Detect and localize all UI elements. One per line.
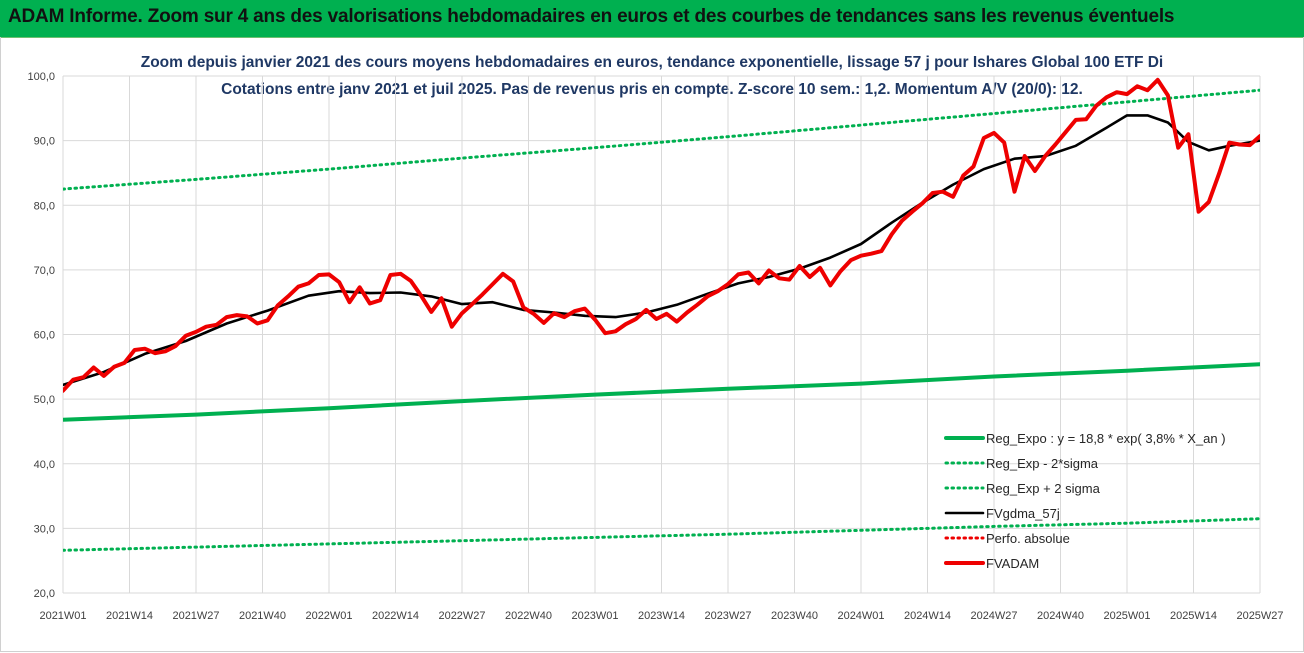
- x-axis-ticks: 2021W01 2021W14 2021W27 2021W40 2022W01 2022W…: [39, 610, 1283, 622]
- legend-label: Reg_Exp + 2 sigma: [986, 481, 1101, 496]
- report-banner: ADAM Informe. Zoom sur 4 ans des valoris…: [0, 0, 1304, 38]
- y-tick-label: 50,0: [34, 394, 55, 406]
- x-tick-label: 2022W27: [438, 610, 485, 622]
- chart-title-line-2: Cotations entre janv 2021 et juil 2025. …: [221, 81, 1083, 98]
- y-tick-label: 80,0: [34, 200, 55, 212]
- x-tick-label: 2021W14: [106, 610, 153, 622]
- series-lines: [63, 77, 1260, 552]
- y-tick-label: 20,0: [34, 588, 55, 600]
- y-tick-label: 100,0: [27, 71, 55, 83]
- x-tick-label: 2025W14: [1170, 610, 1217, 622]
- x-tick-label: 2023W14: [638, 610, 685, 622]
- y-tick-label: 40,0: [34, 459, 55, 471]
- series-line-fvadam: [63, 77, 1260, 393]
- chart-frame: Zoom depuis janvier 2021 des cours moyen…: [0, 37, 1304, 652]
- x-tick-label: 2024W14: [904, 610, 951, 622]
- x-tick-label: 2021W27: [172, 610, 219, 622]
- series-line-reg-expo-y-18-8-exp-3-8-x-an: [63, 362, 1260, 422]
- x-tick-label: 2021W01: [39, 610, 86, 622]
- x-tick-label: 2022W40: [505, 610, 552, 622]
- x-tick-label: 2025W27: [1236, 610, 1283, 622]
- chart-area: Zoom depuis janvier 2021 des cours moyen…: [27, 54, 1283, 622]
- chart-title-line-1: Zoom depuis janvier 2021 des cours moyen…: [141, 54, 1164, 71]
- legend-label: Reg_Expo : y = 18,8 * exp( 3,8% * X_an ): [986, 431, 1226, 446]
- x-tick-label: 2022W01: [305, 610, 352, 622]
- x-tick-label: 2024W01: [837, 610, 884, 622]
- series-line-reg-exp-2-sigma: [63, 88, 1260, 191]
- series-line-reg-exp-2-sigma: [63, 517, 1260, 552]
- legend-label: FVADAM: [986, 556, 1039, 571]
- legend-label: FVgdma_57j: [986, 506, 1060, 521]
- gridlines: [62, 75, 1261, 594]
- y-axis-ticks: 20,0 30,0 40,0 50,0 60,0 70,0 80,0 90,0 100,0: [27, 71, 55, 600]
- x-tick-label: 2023W27: [704, 610, 751, 622]
- x-tick-label: 2024W40: [1037, 610, 1084, 622]
- x-tick-label: 2022W14: [372, 610, 419, 622]
- banner-title: ADAM Informe. Zoom sur 4 ans des valoris…: [8, 6, 1175, 27]
- y-tick-label: 70,0: [34, 265, 55, 277]
- y-tick-label: 30,0: [34, 523, 55, 535]
- legend-label: Reg_Exp - 2*sigma: [986, 456, 1099, 471]
- x-tick-label: 2023W40: [771, 610, 818, 622]
- x-tick-label: 2023W01: [571, 610, 618, 622]
- legend: Reg_Expo : y = 18,8 * exp( 3,8% * X_an )…: [944, 431, 1226, 571]
- x-tick-label: 2021W40: [239, 610, 286, 622]
- x-tick-label: 2025W01: [1103, 610, 1150, 622]
- y-tick-label: 90,0: [34, 136, 55, 148]
- y-tick-label: 60,0: [34, 330, 55, 342]
- legend-label: Perfo. absolue: [986, 531, 1070, 546]
- x-tick-label: 2024W27: [970, 610, 1017, 622]
